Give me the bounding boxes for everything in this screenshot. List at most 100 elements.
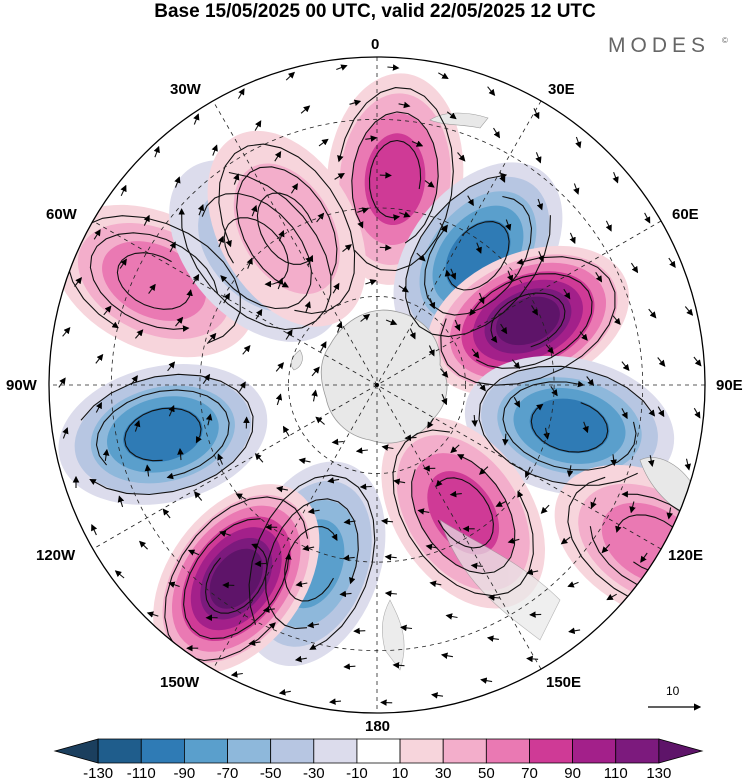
flow-arrow-9 — [355, 447, 368, 454]
streamline-11-1 — [223, 217, 289, 288]
flow-arrow-173 — [119, 258, 127, 269]
lon-label-150e: 150E — [546, 674, 582, 691]
streamline-11-3 — [178, 171, 332, 331]
anomaly-contour-3-7 — [496, 296, 560, 346]
flow-arrow-172 — [103, 305, 112, 316]
lon-label-180: 180 — [365, 718, 391, 735]
flow-arrow-128 — [353, 627, 366, 635]
flow-arrow-60 — [475, 242, 482, 254]
flow-arrow-39 — [500, 323, 508, 335]
flow-arrow-199 — [329, 698, 342, 705]
flow-arrow-37 — [450, 268, 457, 280]
flow-arrow-153 — [657, 406, 665, 418]
flow-arrow-97 — [384, 590, 397, 597]
flow-arrow-143 — [318, 138, 329, 147]
flow-arrow-204 — [114, 570, 125, 579]
lon-label-60e: 60E — [672, 206, 699, 223]
flow-arrow-174 — [143, 214, 150, 226]
negative-anomaly-8 — [58, 364, 268, 505]
flow-arrow-87 — [537, 251, 544, 263]
flow-arrow-194 — [568, 627, 581, 635]
flow-arrow-186 — [668, 257, 676, 269]
streamline-5-3 — [392, 429, 534, 597]
flow-arrow-176 — [211, 144, 218, 156]
flow-arrow-79 — [223, 292, 230, 304]
colorbar-tick-label: -110 — [126, 765, 156, 782]
flow-arrow-113 — [424, 180, 435, 188]
flow-arrow-18 — [429, 297, 436, 310]
streamline-8-3 — [80, 373, 254, 496]
flow-arrow-136 — [130, 375, 138, 386]
flow-arrow-92 — [566, 465, 574, 478]
flow-arrow-160 — [440, 652, 453, 659]
flow-arrow-177 — [254, 120, 262, 131]
flow-arrow-83 — [357, 207, 369, 214]
flow-arrow-98 — [339, 590, 352, 598]
flow-arrow-132 — [187, 549, 200, 556]
flow-arrow-59 — [439, 222, 448, 233]
flow-arrow-36 — [416, 252, 426, 262]
flow-arrow-63 — [545, 344, 554, 354]
flow-arrow-67 — [495, 500, 507, 507]
flow-arrow-120 — [621, 408, 628, 420]
streamline-1-1 — [368, 139, 422, 221]
flow-arrow-91 — [582, 421, 589, 434]
lon-label-60w: 60W — [46, 206, 77, 223]
flow-arrow-107 — [192, 273, 200, 285]
flow-arrow-64 — [550, 385, 558, 397]
flow-arrow-4 — [440, 368, 449, 378]
flow-arrow-106 — [175, 316, 184, 327]
flow-arrow-118 — [612, 315, 621, 326]
flow-arrow-129 — [307, 621, 320, 629]
flow-arrow-124 — [526, 568, 539, 576]
positive-anomaly-5 — [381, 417, 546, 609]
flow-arrow-5 — [441, 393, 448, 406]
latitude-circle-2 — [199, 207, 555, 563]
flow-arrow-196 — [480, 677, 493, 684]
flow-arrow-21 — [478, 381, 486, 392]
flow-arrow-56 — [307, 254, 314, 267]
flow-arrow-181 — [446, 111, 457, 120]
streamline-5-2 — [411, 454, 516, 575]
flow-arrow-115 — [536, 198, 544, 211]
flow-arrow-10 — [331, 438, 344, 446]
flow-arrow-130 — [262, 606, 275, 613]
streamline-7-1 — [205, 543, 268, 614]
flow-arrow-195 — [526, 655, 539, 663]
flow-arrow-145 — [411, 140, 424, 147]
flow-arrow-151 — [648, 308, 657, 319]
flow-arrow-2 — [409, 328, 416, 340]
flow-arrow-78 — [208, 332, 217, 343]
flow-arrow-20 — [471, 348, 480, 359]
flow-arrow-157 — [567, 581, 579, 588]
flow-arrow-72 — [302, 544, 315, 552]
flow-arrow-168 — [117, 495, 125, 508]
flow-arrow-110 — [290, 183, 298, 194]
flow-arrow-40 — [511, 359, 521, 369]
flow-arrow-88 — [563, 288, 571, 300]
streamline-12-2 — [236, 166, 338, 288]
lat-lon-grid — [49, 57, 705, 713]
streamline-12-1 — [256, 192, 313, 265]
flow-arrow-193 — [606, 593, 617, 601]
negative-anomaly-4 — [464, 355, 675, 496]
flow-arrow-216 — [285, 71, 295, 81]
flow-arrow-147 — [535, 152, 542, 164]
flow-arrow-169 — [102, 448, 110, 461]
colorbar-tick-label: 110 — [603, 765, 628, 782]
flow-arrow-137 — [134, 329, 144, 339]
flow-arrow-74 — [235, 493, 247, 500]
flow-arrow-58 — [379, 244, 392, 251]
streamline-9-1 — [116, 252, 193, 310]
map-title: Base 15/05/2025 00 UTC, valid 22/05/2025… — [154, 1, 596, 22]
brand-logo: MODES — [608, 34, 711, 57]
flow-arrow-154 — [648, 455, 655, 467]
flow-arrow-144 — [365, 135, 378, 142]
lon-label-150w: 150W — [160, 674, 200, 691]
streamline-3-3 — [440, 256, 616, 386]
anomaly-contour-12-2 — [233, 163, 340, 295]
colorbar-tick-label: -70 — [216, 765, 239, 782]
flow-arrow-135 — [134, 420, 141, 432]
map-boundary — [48, 56, 706, 714]
flow-arrow-182 — [493, 127, 500, 139]
